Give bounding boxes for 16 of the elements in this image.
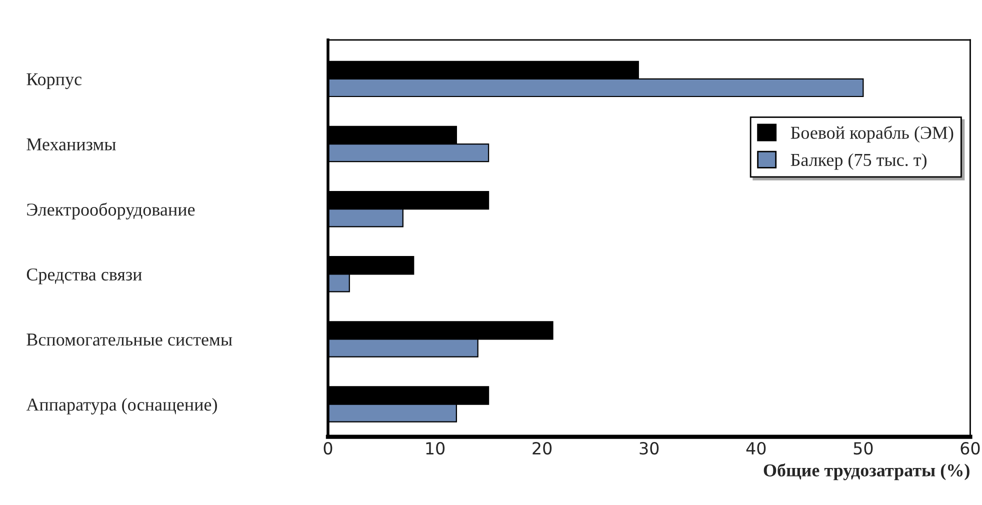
- y-tick-label: Аппаратура (оснащение): [26, 398, 217, 414]
- y-tick-label: Механизмы: [26, 138, 116, 150]
- x-tick-label: 20: [532, 442, 552, 455]
- y-tick-label: Средства связи: [26, 268, 142, 284]
- x-tick-label: 0: [324, 442, 332, 455]
- x-tick-label: 50: [854, 442, 873, 455]
- legend-label: Боевой корабль (ЭМ): [790, 126, 954, 143]
- legend-label: Балкер (75 тыс. т): [790, 153, 926, 170]
- x-tick-label: 10: [426, 442, 445, 455]
- y-tick-label: Электрооборудование: [27, 202, 195, 220]
- y-tick-label: Вспомогательные системы: [26, 334, 232, 346]
- x-tick-label: 60: [960, 442, 980, 455]
- y-tick-label: Корпус: [26, 73, 82, 90]
- x-axis-title: Общие трудозатраты (%): [764, 463, 970, 480]
- x-tick-label: 40: [746, 442, 766, 455]
- x-tick-label: 30: [640, 442, 659, 455]
